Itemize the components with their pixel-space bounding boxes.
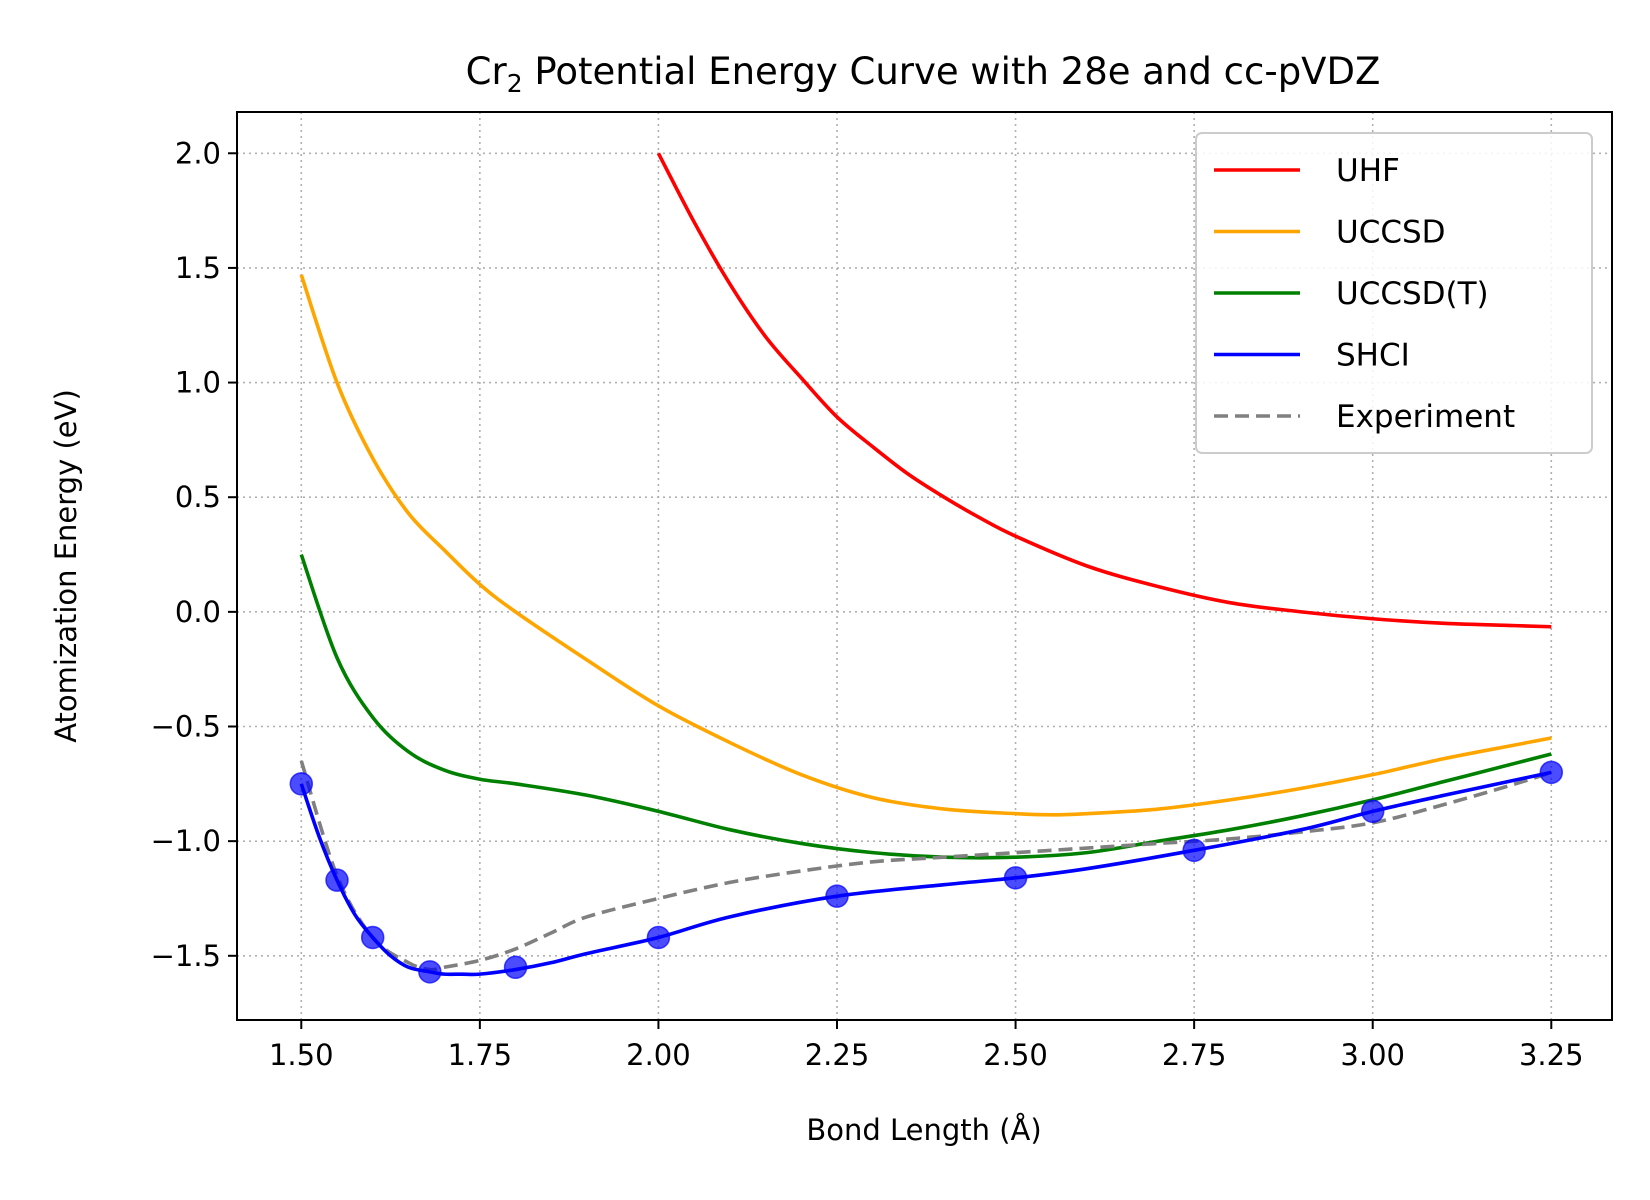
y-axis-label: Atomization Energy (eV) xyxy=(49,389,83,743)
shci-data-point xyxy=(289,772,314,796)
legend: UHF UCCSD UCCSD(T) SHCI Experiment xyxy=(1195,132,1593,454)
shci-data-point xyxy=(325,868,349,892)
x-tick-label: 2.25 xyxy=(805,1038,870,1072)
legend-label: SHCI xyxy=(1336,338,1410,374)
y-tick-label: −1.0 xyxy=(151,824,221,858)
y-tick-label: 0.0 xyxy=(175,595,221,629)
y-tick-label: −1.5 xyxy=(151,939,221,973)
x-axis-label: Bond Length (Å) xyxy=(806,1113,1041,1147)
plot-markers xyxy=(289,760,1564,984)
shci-data-point xyxy=(1539,760,1564,785)
legend-label: UCCSD(T) xyxy=(1336,276,1489,312)
series-line-experiment xyxy=(299,760,1552,972)
grid xyxy=(237,112,1612,1020)
shci-data-point xyxy=(503,955,528,980)
x-tick-label: 1.50 xyxy=(269,1038,334,1072)
y-tick-label: −0.5 xyxy=(151,710,221,744)
legend-label: Experiment xyxy=(1336,399,1515,435)
y-tick-label: 1.0 xyxy=(175,366,221,400)
shci-data-point xyxy=(1003,866,1028,890)
chart-title: Cr2 Potential Energy Curve with 28e and … xyxy=(466,50,1381,98)
series-line-uccsd xyxy=(299,274,1552,817)
shci-data-point xyxy=(825,884,849,908)
series-line-uhf xyxy=(656,152,1552,629)
shci-data-point xyxy=(646,925,671,950)
shci-data-point xyxy=(1182,838,1206,863)
x-tick-label: 2.75 xyxy=(1162,1038,1227,1072)
y-tick-label: 0.5 xyxy=(175,480,221,514)
shci-data-point xyxy=(1360,799,1385,824)
x-axis-ticks: 1.50 1.75 2.00 2.25 2.50 2.75 3.00 3.25 xyxy=(269,1020,1584,1072)
legend-label: UCCSD xyxy=(1336,215,1446,251)
shci-data-point xyxy=(418,960,442,984)
y-tick-label: 1.5 xyxy=(175,251,221,285)
plot-frame xyxy=(236,111,1613,1021)
shci-data-point xyxy=(360,925,385,950)
legend-frame xyxy=(1195,132,1593,454)
legend-label: UHF xyxy=(1336,153,1400,189)
x-tick-label: 3.00 xyxy=(1340,1038,1405,1072)
y-tick-label: 2.0 xyxy=(175,136,221,170)
x-tick-label: 3.25 xyxy=(1519,1038,1584,1072)
y-axis-ticks: −1.5 −1.0 −0.5 0.0 0.5 1.0 1.5 2.0 xyxy=(151,136,237,973)
x-tick-label: 2.50 xyxy=(983,1038,1048,1072)
x-tick-label: 2.00 xyxy=(626,1038,691,1072)
x-tick-label: 1.75 xyxy=(448,1038,513,1072)
series-line-uccsd-t xyxy=(299,553,1552,860)
